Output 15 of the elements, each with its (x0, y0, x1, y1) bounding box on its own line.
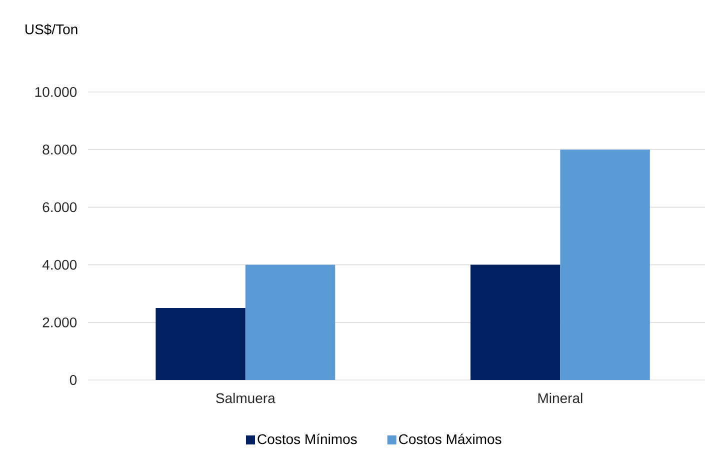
y-tick-label: 4.000 (42, 260, 77, 270)
legend-label: Costos Máximos (399, 434, 502, 444)
bar (156, 308, 246, 380)
legend-label: Costos Mínimos (258, 434, 357, 444)
y-tick-label: 2.000 (42, 317, 77, 328)
x-tick-label: Mineral (538, 392, 582, 404)
y-tick-label: 8.000 (42, 144, 77, 155)
bar (560, 150, 650, 380)
bar (245, 264, 336, 380)
x-tick-label: Salmuera (216, 392, 276, 404)
bar (470, 264, 560, 380)
y-axis-title: US$/Ton (26, 24, 78, 36)
y-tick-label: 0 (70, 375, 77, 385)
y-tick-label: 6.000 (42, 202, 77, 212)
y-tick-label: 10.000 (35, 87, 77, 97)
